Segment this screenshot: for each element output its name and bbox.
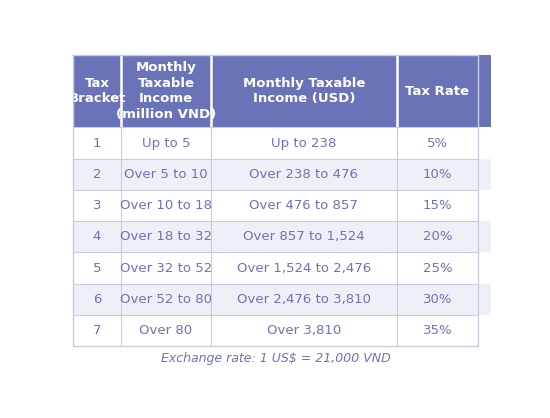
Text: Up to 5: Up to 5 [142, 137, 190, 150]
Bar [73, 252, 491, 284]
Text: Over 10 to 18: Over 10 to 18 [120, 199, 212, 212]
Text: 3: 3 [93, 199, 101, 212]
Text: Over 80: Over 80 [139, 324, 192, 337]
Text: Over 476 to 857: Over 476 to 857 [249, 199, 358, 212]
Text: 20%: 20% [423, 230, 452, 243]
Bar [73, 221, 491, 252]
Text: Over 52 to 80: Over 52 to 80 [120, 293, 212, 306]
Text: Over 857 to 1,524: Over 857 to 1,524 [243, 230, 365, 243]
Text: 1: 1 [93, 137, 101, 150]
Text: 30%: 30% [423, 293, 452, 306]
Bar [73, 159, 491, 190]
Text: Tax Rate: Tax Rate [405, 85, 470, 98]
Text: Monthly
Taxable
Income
(million VND): Monthly Taxable Income (million VND) [116, 61, 216, 121]
Bar [73, 284, 491, 315]
Text: Over 18 to 32: Over 18 to 32 [120, 230, 212, 243]
Text: Over 5 to 10: Over 5 to 10 [124, 168, 208, 181]
Text: Over 3,810: Over 3,810 [267, 324, 341, 337]
Bar [73, 55, 491, 127]
Text: 5%: 5% [427, 137, 448, 150]
Text: 7: 7 [93, 324, 101, 337]
Text: 35%: 35% [422, 324, 452, 337]
Text: Tax
Bracket: Tax Bracket [68, 77, 126, 105]
Text: 5: 5 [93, 262, 101, 275]
Text: Monthly Taxable
Income (USD): Monthly Taxable Income (USD) [243, 77, 365, 105]
Text: 15%: 15% [422, 199, 452, 212]
Text: 25%: 25% [422, 262, 452, 275]
Text: 4: 4 [93, 230, 101, 243]
Text: 10%: 10% [423, 168, 452, 181]
Bar [73, 190, 491, 221]
Bar [73, 127, 491, 159]
Text: Over 238 to 476: Over 238 to 476 [249, 168, 358, 181]
Text: Up to 238: Up to 238 [271, 137, 337, 150]
Bar [73, 315, 491, 346]
Text: Over 2,476 to 3,810: Over 2,476 to 3,810 [237, 293, 371, 306]
Text: 6: 6 [93, 293, 101, 306]
Text: 2: 2 [93, 168, 101, 181]
Text: Exchange rate: 1 US$ = 21,000 VND: Exchange rate: 1 US$ = 21,000 VND [161, 352, 390, 365]
Text: Over 1,524 to 2,476: Over 1,524 to 2,476 [236, 262, 371, 275]
Text: Over 32 to 52: Over 32 to 52 [120, 262, 212, 275]
